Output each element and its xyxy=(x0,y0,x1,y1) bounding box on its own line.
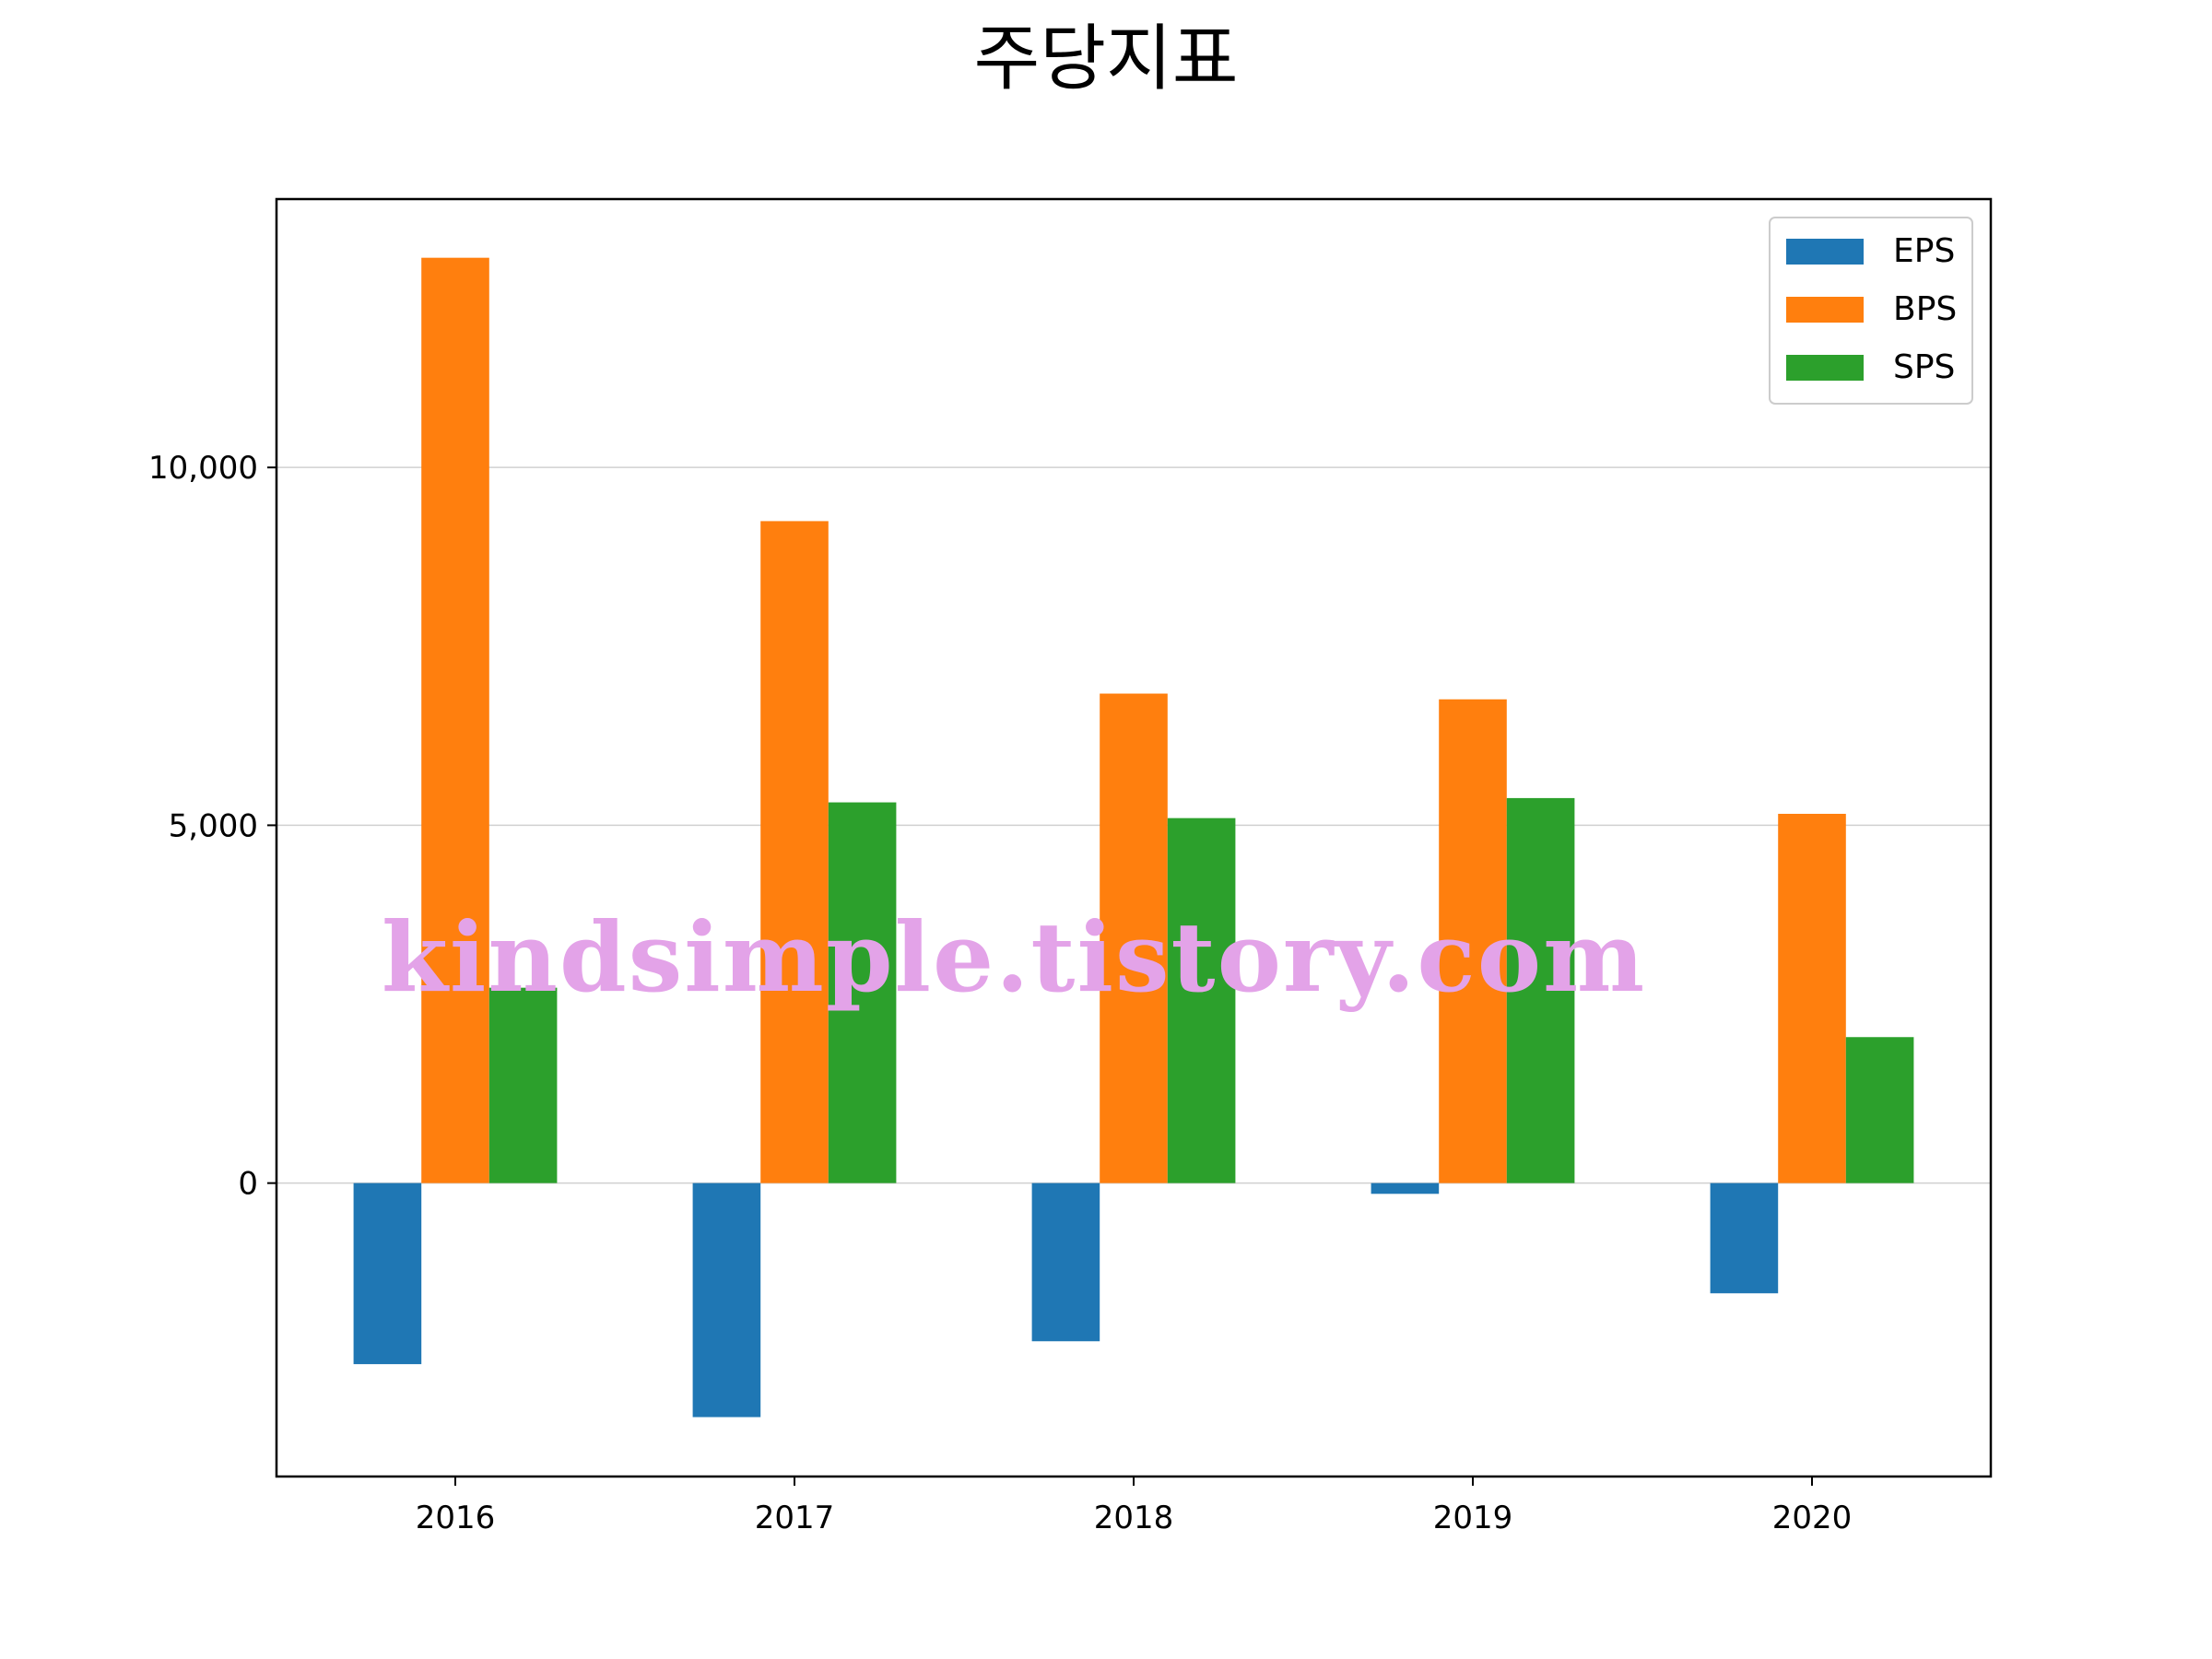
legend-label-sps: SPS xyxy=(1893,348,1955,386)
x-tick-label: 2017 xyxy=(755,1500,835,1536)
y-axis: 0 5,000 10,000 xyxy=(148,450,276,1203)
bar-eps-2017 xyxy=(692,1182,761,1418)
legend: EPS BPS SPS xyxy=(1769,217,1973,405)
bar-sps-2020 xyxy=(1845,1037,1914,1183)
x-tick-label: 2018 xyxy=(1094,1500,1174,1536)
chart-title: 주당지표 xyxy=(973,18,1238,100)
bar-bps-2017 xyxy=(760,521,829,1183)
x-tick-label: 2019 xyxy=(1433,1500,1513,1536)
bar-eps-2018 xyxy=(1031,1182,1100,1342)
bar-bps-2019 xyxy=(1439,699,1507,1183)
legend-swatch-sps xyxy=(1786,355,1864,381)
bar-eps-2020 xyxy=(1710,1182,1779,1294)
bar-bps-2016 xyxy=(421,257,489,1183)
x-tick-label: 2016 xyxy=(416,1500,496,1536)
legend-label-bps: BPS xyxy=(1893,290,1957,328)
watermark: kindsimple.tistory.com xyxy=(382,900,1646,1014)
y-tick-label: 0 xyxy=(238,1166,258,1203)
bar-bps-2020 xyxy=(1778,813,1846,1183)
legend-swatch-eps xyxy=(1786,239,1864,265)
legend-label-eps: EPS xyxy=(1893,232,1955,270)
y-tick-label: 10,000 xyxy=(148,450,258,487)
x-tick-label: 2020 xyxy=(1772,1500,1853,1536)
y-tick-label: 5,000 xyxy=(169,807,258,844)
bar-eps-2019 xyxy=(1371,1182,1440,1194)
bar-sps-2019 xyxy=(1506,797,1575,1183)
bar-bps-2018 xyxy=(1100,693,1168,1183)
bars xyxy=(353,257,1914,1418)
x-axis: 2016 2017 2018 2019 2020 xyxy=(416,1477,1853,1536)
bar-sps-2017 xyxy=(828,802,897,1183)
bar-sps-2016 xyxy=(488,987,558,1183)
legend-swatch-bps xyxy=(1786,297,1864,323)
bar-eps-2016 xyxy=(353,1182,422,1365)
bar-sps-2018 xyxy=(1167,818,1236,1183)
